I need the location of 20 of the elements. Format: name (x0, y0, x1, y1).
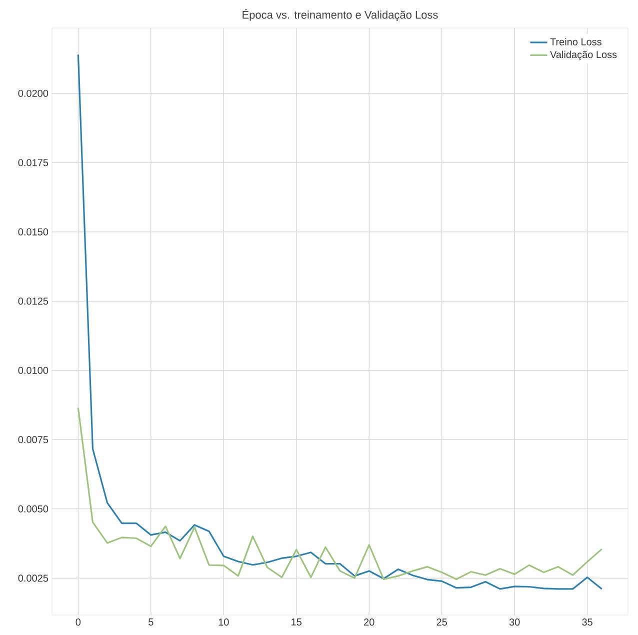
y-tick-label: 0.0050 (18, 505, 48, 512)
y-tick-label: 0.0150 (18, 228, 48, 236)
y-tick-label: 0.0075 (18, 436, 48, 444)
line-series (77, 406, 603, 580)
y-tick-label: 0.0175 (18, 159, 48, 166)
x-tick-label: 35 (582, 618, 592, 626)
y-tick-label: 0.0200 (18, 90, 48, 97)
chart-title: Época vs. treinamento e Validação Loss (242, 9, 438, 21)
x-tick-label: 5 (148, 618, 154, 626)
x-tick-label: 10 (218, 618, 229, 626)
y-tick-label: 0.0100 (18, 366, 48, 374)
legend-label: Validação Loss (550, 50, 617, 60)
x-tick-label: 25 (436, 618, 447, 626)
x-tick-label: 20 (364, 618, 374, 626)
legend-label: Treino Loss (550, 38, 602, 46)
y-tick-label: 0.0025 (18, 574, 48, 582)
y-tick-label: 0.0125 (18, 298, 48, 305)
x-tick-label: 15 (292, 618, 302, 626)
x-tick-label: 30 (509, 618, 520, 626)
x-tick-label: 0 (76, 618, 81, 626)
